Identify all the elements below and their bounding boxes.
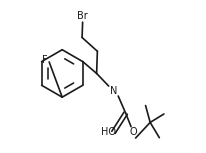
Text: O: O — [129, 127, 137, 137]
Text: F: F — [42, 55, 47, 65]
Text: N: N — [109, 86, 117, 96]
Text: HO: HO — [101, 127, 116, 137]
Text: Br: Br — [77, 11, 88, 21]
